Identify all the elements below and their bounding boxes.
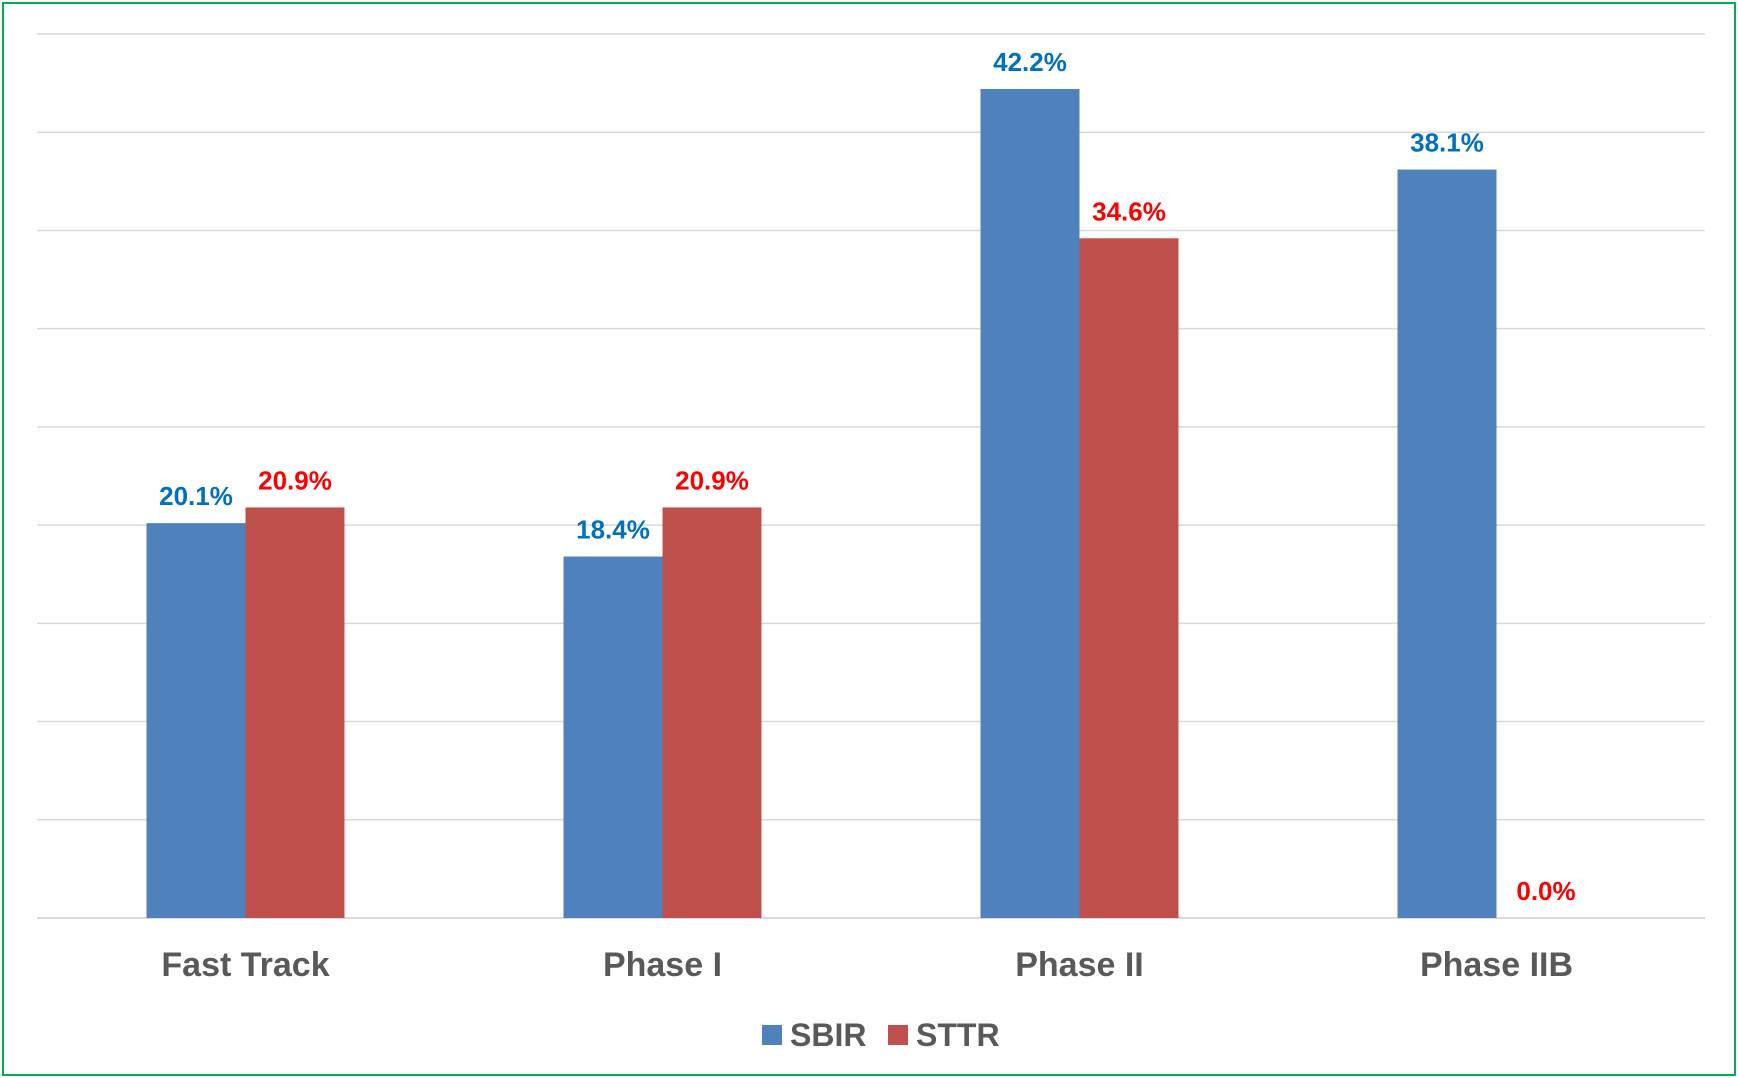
legend-swatch-sbir (762, 1025, 782, 1045)
category-label: Phase IIB (1420, 946, 1573, 984)
bar-sbir (563, 556, 663, 918)
category-label: Fast Track (161, 946, 329, 984)
data-label-sbir: 20.1% (159, 481, 233, 511)
legend-label-sbir: SBIR (790, 1017, 866, 1053)
data-label-sttr: 34.6% (1092, 196, 1166, 226)
category-labels: Fast Track Phase I Phase II Phase IIB (161, 946, 1573, 984)
bar-sttr (1079, 238, 1179, 918)
data-label-sttr: 20.9% (258, 465, 332, 495)
data-label-sttr: 0.0% (1516, 876, 1575, 906)
data-label-sbir: 42.2% (993, 47, 1067, 77)
bar-sbir (146, 523, 246, 918)
data-label-sttr: 20.9% (675, 465, 749, 495)
bar-sttr (662, 507, 762, 918)
category-label: Phase I (603, 946, 722, 984)
bar-sbir (1397, 169, 1497, 919)
bar-sbir (980, 89, 1080, 918)
data-label-sbir: 38.1% (1410, 128, 1484, 158)
category-label: Phase II (1015, 946, 1144, 984)
data-labels: 20.1% 20.9% 18.4% 20.9% 42.2% 34.6% 38.1% 0.0% (159, 47, 1576, 906)
legend-label-sttr: STTR (916, 1017, 1000, 1053)
bars (146, 89, 1497, 919)
bar-sttr (245, 507, 345, 918)
data-label-sbir: 18.4% (576, 515, 650, 545)
legend-swatch-sttr (888, 1025, 908, 1045)
legend: SBIR STTR (762, 1017, 1000, 1053)
